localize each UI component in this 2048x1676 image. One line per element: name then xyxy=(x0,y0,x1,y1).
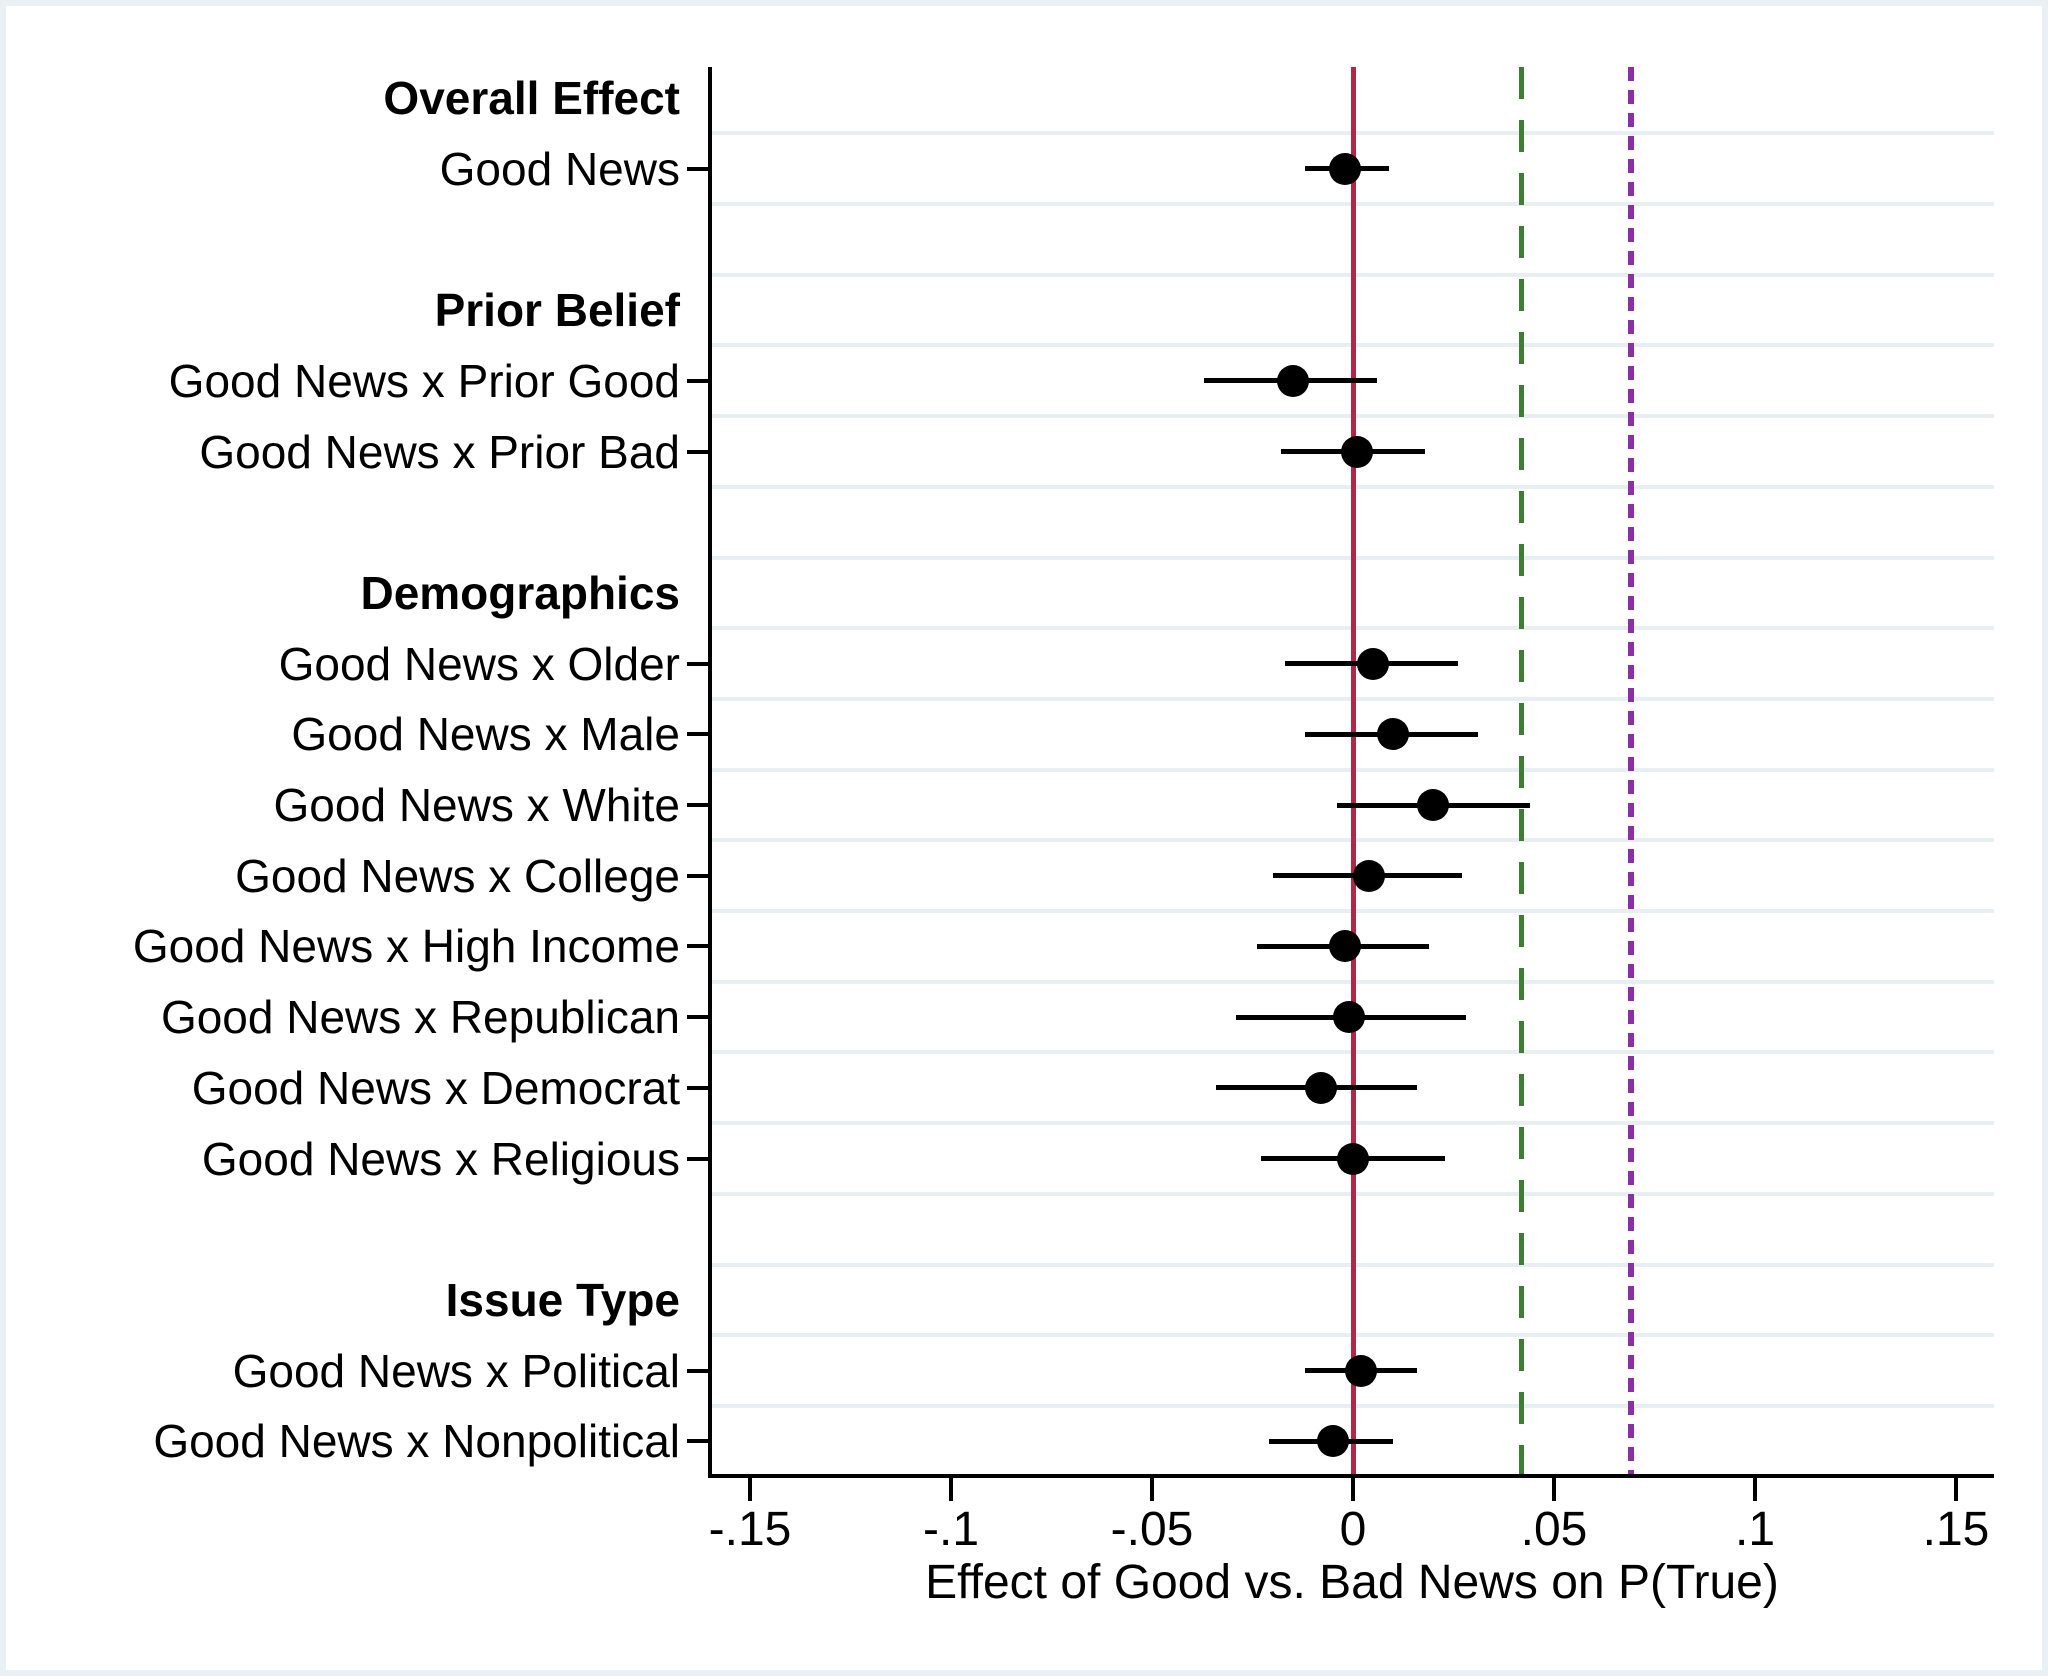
point-marker xyxy=(1377,718,1410,751)
row-label: Good News x Prior Bad xyxy=(199,425,680,478)
x-axis-line xyxy=(708,1474,1994,1478)
y-tick xyxy=(687,944,709,949)
x-tick-label: .05 xyxy=(1520,1503,1588,1556)
row-label: Good News x Older xyxy=(278,637,680,690)
y-tick xyxy=(687,166,709,171)
x-tick xyxy=(1954,1478,1958,1501)
row-label: Good News x College xyxy=(235,849,680,902)
section-header: Overall Effect xyxy=(383,72,680,124)
point-marker xyxy=(1337,1142,1369,1175)
row-label: Good News x Male xyxy=(291,708,680,761)
x-tick-label: -.15 xyxy=(708,1503,792,1556)
point-marker xyxy=(1316,1425,1349,1458)
y-axis-line xyxy=(708,67,712,1478)
y-tick xyxy=(687,661,709,666)
row-label: Good News x Democrat xyxy=(191,1061,680,1114)
row-label: Good News x High Income xyxy=(132,920,680,973)
row-label: Good News xyxy=(439,142,680,195)
section-header: Prior Belief xyxy=(434,284,680,337)
y-tick xyxy=(687,1085,709,1090)
y-tick xyxy=(687,873,709,878)
row-label: Good News x Political xyxy=(232,1344,680,1397)
point-marker xyxy=(1304,1071,1337,1104)
section-header: Issue Type xyxy=(445,1273,680,1326)
x-tick-label: 0 xyxy=(1339,1503,1367,1556)
plot-region: -.15 -.1 -.05 0 .05 .1 .15 Overall Effect Good N… xyxy=(6,6,2042,1670)
y-tick xyxy=(687,1439,709,1444)
row-label: Good News x Religious xyxy=(201,1132,680,1185)
row-label: Good News x Republican xyxy=(160,991,680,1044)
y-tick xyxy=(687,1156,709,1161)
y-tick xyxy=(687,1368,709,1373)
y-tick xyxy=(687,378,709,383)
y-tick xyxy=(687,1015,709,1020)
y-tick xyxy=(687,803,709,807)
row-label: Good News x Nonpolitical xyxy=(153,1415,680,1468)
point-marker xyxy=(1328,930,1361,963)
green-reference-line xyxy=(1519,67,1525,1476)
x-tick-label: -.05 xyxy=(1110,1503,1194,1556)
x-tick-label: .15 xyxy=(1922,1503,1990,1556)
point-marker xyxy=(1332,1001,1365,1034)
point-marker xyxy=(1341,435,1374,468)
x-tick xyxy=(1753,1478,1757,1501)
purple-reference-line xyxy=(1627,67,1634,1476)
x-axis-title: Effect of Good vs. Bad News on P(True) xyxy=(925,1556,1779,1609)
point-marker xyxy=(1353,859,1386,892)
x-tick-label: .1 xyxy=(1734,1503,1776,1556)
row-label: Good News x Prior Good xyxy=(168,354,680,407)
x-tick xyxy=(1552,1478,1556,1501)
point-marker xyxy=(1357,647,1390,680)
x-tick xyxy=(748,1478,752,1501)
point-marker xyxy=(1328,152,1361,185)
section-header: Demographics xyxy=(360,566,680,619)
y-tick xyxy=(687,449,709,454)
x-tick xyxy=(949,1478,953,1501)
point-marker xyxy=(1345,1354,1378,1387)
y-tick xyxy=(687,732,709,737)
zero-line xyxy=(1350,67,1356,1476)
point-marker xyxy=(1417,789,1450,821)
row-label: Good News x White xyxy=(273,779,680,831)
x-tick xyxy=(1150,1478,1154,1501)
x-tick xyxy=(1351,1478,1355,1501)
point-marker xyxy=(1276,364,1309,397)
x-tick-label: -.1 xyxy=(922,1503,980,1556)
